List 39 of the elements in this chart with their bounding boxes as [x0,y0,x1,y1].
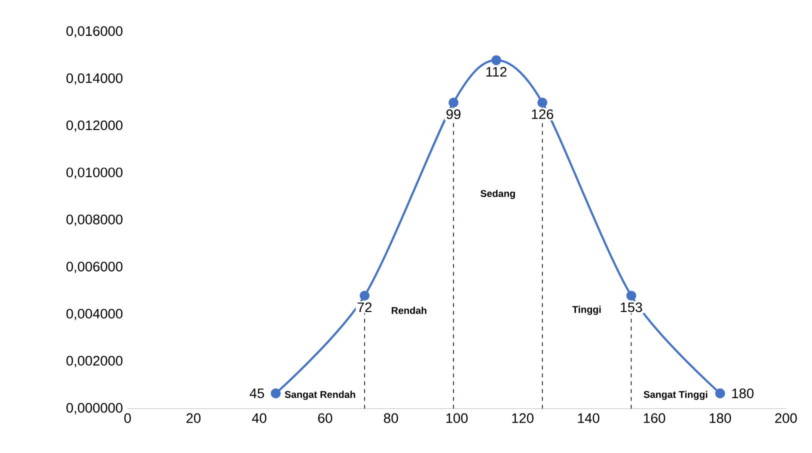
x-tick-label: 180 [710,413,731,424]
annotation: 126 [532,110,554,120]
y-tick-label: 0,002000 [66,356,122,368]
annotation: 112 [486,67,506,77]
y-tick-label: 0,008000 [66,214,122,226]
x-tick-label: 200 [775,413,797,424]
x-tick-label: 0 [124,413,131,424]
annotation: 153 [620,302,642,312]
annotation: 99 [446,110,460,120]
y-tick-label: 0,016000 [66,26,122,38]
annotation: Sedang [480,190,515,200]
x-tick-label: 120 [512,413,534,424]
annotation: Sangat Tinggi [644,390,708,400]
point [448,98,458,108]
annotation: 180 [732,388,754,398]
annotation: 45 [250,388,264,398]
x-tick-label: 60 [318,413,332,424]
y-tick-label: 0,012000 [66,120,122,132]
annotation: Sangat Rendah [284,390,356,400]
x-tick-label: 20 [186,413,201,424]
y-tick-label: 0,004000 [66,309,122,320]
x-tick-label: 160 [644,413,666,424]
annotation: Rendah [392,306,426,314]
x-tick-label: 40 [252,413,266,424]
y-tick-label: 0,000000 [66,403,122,414]
point [491,55,502,66]
x-tick-label: 80 [384,413,398,424]
annotation: 72 [358,302,372,312]
point [270,388,281,398]
x-tick-label: 140 [578,413,600,424]
y-tick-label: 0,006000 [66,262,122,274]
y-tick-label: 0,014000 [66,74,122,85]
annotation: Tinggi [572,306,601,316]
point [537,98,548,108]
x-tick-label: 100 [446,413,468,424]
point [715,388,726,398]
y-tick-label: 0,010000 [66,168,122,180]
point [360,290,370,301]
point [626,290,636,301]
